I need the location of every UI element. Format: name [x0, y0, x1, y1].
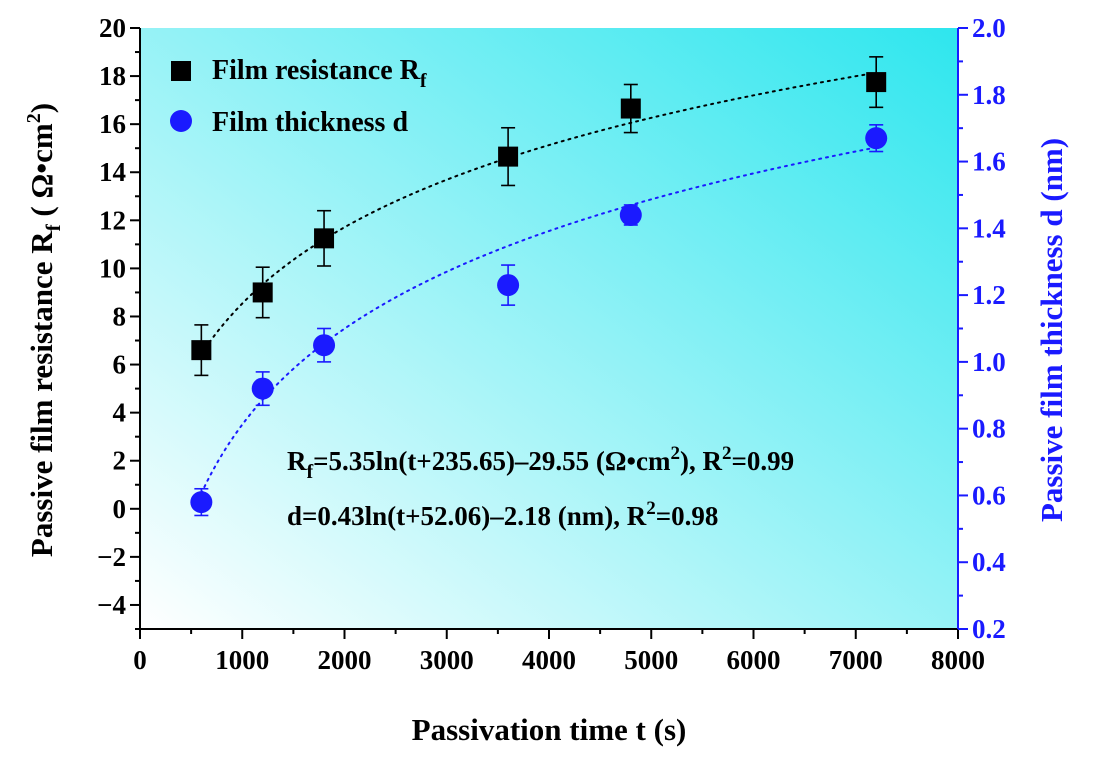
equation-resistance: Rf=5.35ln(t+235.65)–29.55 (Ω•cm2), R2=0.… [287, 443, 794, 483]
y-left-tick-label: 8 [113, 301, 127, 331]
legend-label-resistance: Film resistance Rf [212, 55, 427, 92]
y-right-tick-label: 1.6 [972, 147, 1006, 177]
x-tick-label: 5000 [624, 645, 678, 675]
legend-label-resistance-main: Film resistance R [212, 55, 421, 86]
data-point-thickness [865, 127, 888, 150]
eq1-part: =0.99 [731, 446, 794, 476]
eq1-part: ), R [680, 446, 722, 476]
y-left-title-sub: f [41, 223, 65, 231]
data-point-resistance [314, 228, 335, 249]
y-left-tick-label: 12 [99, 205, 126, 235]
data-point-resistance [498, 146, 519, 167]
plot-area [140, 28, 958, 629]
legend-square-marker [171, 61, 191, 81]
eq1-part: =5.35ln(t+235.65)–29.55 (Ω•cm [313, 446, 671, 476]
legend-circle-marker [170, 110, 192, 132]
y-right-tick-label: 0.4 [972, 547, 1006, 577]
x-tick-label: 1000 [215, 645, 269, 675]
x-tick-label: 2000 [318, 645, 372, 675]
y-left-title-unit: ( Ω•cm [24, 123, 59, 224]
y-right-tick-label: 1.4 [972, 213, 1006, 243]
data-point-thickness [619, 203, 642, 226]
legend: Film resistance Rf Film thickness d [170, 55, 427, 138]
x-axis-title: Passivation time t (s) [412, 712, 687, 747]
eq2-part: d=0.43ln(t+52.06)–2.18 (nm), R [287, 501, 647, 531]
y-right-axis-ticks: 0.2 0.4 0.6 0.8 1.0 1.2 1.4 1.6 1.8 2.0 [958, 13, 1006, 644]
x-tick-label: 3000 [420, 645, 474, 675]
fit-curve-thickness [200, 146, 878, 495]
y-left-title-unit-sup: 2 [23, 113, 45, 123]
y-left-tick-label: 20 [99, 13, 126, 43]
y-left-title-main: Passive film resistance R [24, 231, 59, 557]
x-tick-label: 0 [133, 645, 147, 675]
x-tick-label: 7000 [829, 645, 883, 675]
fit-curves [200, 71, 878, 495]
eq2-part: =0.98 [656, 501, 719, 531]
data-point-resistance [252, 282, 273, 303]
y-left-title-unit-close: ) [24, 103, 59, 113]
y-right-tick-label: 1.0 [972, 347, 1006, 377]
x-axis-ticks: 0 1000 2000 3000 4000 5000 6000 7000 8000 [133, 629, 985, 675]
y-left-tick-label: 6 [113, 350, 127, 380]
y-right-tick-label: 1.8 [972, 80, 1006, 110]
equation-thickness: d=0.43ln(t+52.06)–2.18 (nm), R2=0.98 [287, 498, 718, 531]
y-left-tick-label: 10 [99, 253, 126, 283]
eq1-part: 2 [722, 443, 732, 464]
eq2-part: 2 [646, 498, 656, 519]
y-left-tick-label: 18 [99, 61, 126, 91]
data-point-resistance [191, 340, 212, 361]
x-tick-label: 6000 [727, 645, 781, 675]
eq1-part: R [287, 446, 307, 476]
data-markers [190, 72, 888, 514]
y-left-axis-title: Passive film resistance Rf ( Ω•cm2) [23, 103, 65, 557]
data-point-thickness [251, 377, 274, 400]
y-right-tick-label: 1.2 [972, 280, 1006, 310]
y-left-tick-label: 14 [99, 157, 126, 187]
eq1-part: 2 [670, 443, 680, 464]
data-point-thickness [313, 334, 336, 357]
y-right-tick-label: 2.0 [972, 13, 1006, 43]
y-left-tick-label: −2 [97, 542, 126, 572]
y-left-tick-label: 0 [113, 494, 127, 524]
legend-label-thickness: Film thickness d [212, 107, 408, 138]
x-tick-label: 4000 [522, 645, 576, 675]
y-left-tick-label: 2 [113, 446, 127, 476]
y-right-tick-label: 0.2 [972, 614, 1006, 644]
eq1-part: f [307, 461, 314, 483]
y-left-tick-label: −4 [97, 590, 126, 620]
y-right-axis-title: Passive film thickness d (nm) [1034, 138, 1069, 522]
x-tick-label: 8000 [931, 645, 985, 675]
y-left-axis-ticks: −4 −2 0 2 4 6 8 10 12 14 16 18 20 [97, 13, 140, 630]
data-point-resistance [620, 98, 641, 119]
data-point-thickness [190, 491, 213, 514]
y-left-tick-label: 4 [113, 398, 127, 428]
data-point-resistance [866, 72, 887, 93]
data-point-thickness [497, 274, 520, 297]
y-left-tick-label: 16 [99, 109, 126, 139]
legend-label-resistance-sub: f [420, 70, 427, 92]
y-right-tick-label: 0.6 [972, 480, 1006, 510]
y-right-tick-label: 0.8 [972, 414, 1006, 444]
